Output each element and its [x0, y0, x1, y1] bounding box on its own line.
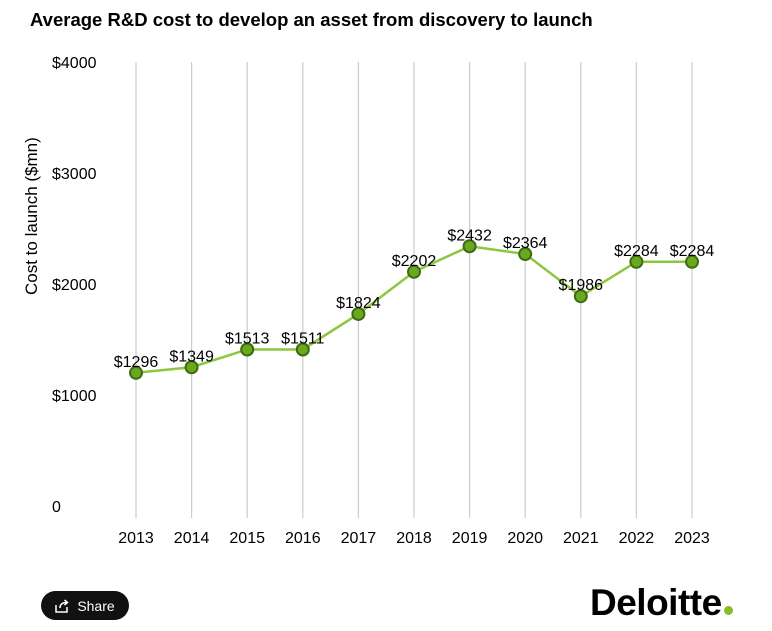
x-tick-label: 2020 [507, 530, 543, 547]
data-label: $1296 [114, 354, 159, 371]
data-labels: $1296 $1349 $1513 $1511 $1824 $2202 $2432 $2364… [114, 227, 715, 371]
gridlines [135, 62, 693, 518]
logo-dot [723, 606, 733, 615]
data-point [351, 306, 366, 321]
data-label: $1511 [281, 330, 324, 347]
series-points [129, 239, 699, 380]
y-axis-label: Cost to launch ($mn) [22, 137, 41, 295]
data-label: $2202 [392, 253, 437, 270]
x-tick-label: 2017 [341, 530, 377, 547]
data-label: $2432 [447, 227, 492, 244]
share-label: Share [77, 597, 115, 614]
share-button[interactable]: Share [41, 591, 129, 620]
y-tick-label: $1000 [52, 388, 97, 405]
x-tick-label: 2015 [229, 530, 265, 547]
data-point [295, 342, 310, 357]
data-label: $1513 [225, 330, 270, 347]
x-tick-label: 2014 [174, 530, 210, 547]
data-point [629, 254, 644, 269]
logo-text: Deloitte [590, 582, 722, 623]
y-tick-label: $4000 [52, 55, 97, 72]
y-tick-label: $3000 [52, 166, 97, 183]
y-tick-label: 0 [52, 499, 61, 516]
data-point [407, 264, 421, 279]
deloitte-logo: Deloitte [590, 582, 733, 624]
x-tick-label: 2022 [619, 530, 655, 547]
data-label: $1824 [336, 295, 381, 312]
x-tick-label: 2013 [118, 530, 154, 547]
y-axis-ticks: 0 $1000 $2000 $3000 $4000 [52, 55, 97, 516]
x-tick-label: 2023 [674, 530, 710, 547]
data-label: $1349 [169, 348, 214, 365]
data-point [129, 365, 143, 380]
data-point [685, 254, 699, 269]
data-point [240, 342, 255, 357]
x-tick-label: 2018 [396, 530, 432, 547]
chart-title: Average R&D cost to develop an asset fro… [30, 9, 593, 30]
data-point [184, 360, 199, 375]
data-label: $1986 [559, 277, 604, 294]
share-icon [55, 598, 69, 613]
y-tick-label: $2000 [52, 277, 97, 294]
x-tick-label: 2019 [452, 530, 488, 547]
data-point [573, 289, 588, 304]
data-point [462, 239, 477, 254]
x-tick-label: 2016 [285, 530, 321, 547]
data-label: $2284 [614, 243, 659, 260]
data-label: $2364 [503, 235, 548, 252]
data-point [518, 247, 533, 262]
x-tick-label: 2021 [563, 530, 599, 547]
data-label: $2284 [670, 243, 715, 260]
x-axis-ticks: 2013 2014 2015 2016 2017 2018 2019 2020 2021 2022… [118, 530, 710, 547]
